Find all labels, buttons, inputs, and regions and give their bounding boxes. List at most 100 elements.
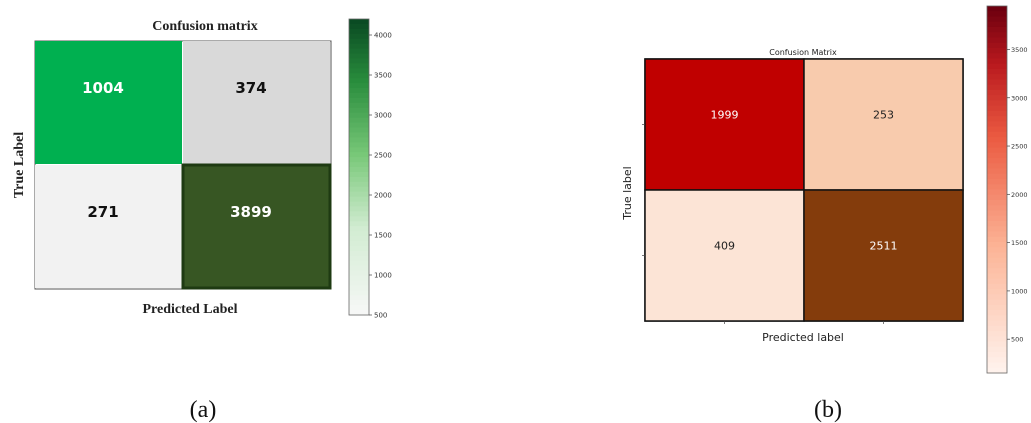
panel-a-cell: [183, 165, 330, 288]
panel-b-colorbar-segment: [987, 226, 1007, 233]
panel-b-colorbar-segment: [987, 89, 1007, 96]
panel-a-colorbar-tick-label: 2000: [374, 192, 392, 200]
panel-b-colorbar-segment: [987, 158, 1007, 164]
panel-a-colorbar-segment: [349, 206, 369, 212]
panel-a-xlabel: Predicted Label: [142, 302, 237, 317]
panel-a-colorbar-segment: [349, 300, 369, 306]
panel-b-colorbar-tick-label: 1500: [1011, 239, 1028, 247]
panel-a-colorbar-segment: [349, 305, 369, 311]
panel-a-colorbar-segment: [349, 142, 369, 148]
panel-a-colorbar-segment: [349, 88, 369, 94]
panel-b-colorbar-segment: [987, 310, 1007, 316]
panel-b-colorbar-tick-label: 3000: [1011, 94, 1028, 102]
panel-b-colorbar-segment: [987, 110, 1007, 117]
panel-a-colorbar-segment: [349, 157, 369, 163]
panel-b-colorbar-segment: [987, 205, 1007, 212]
panel-a-colorbar-segment: [349, 191, 369, 198]
panel-a-colorbar-segment: [349, 132, 369, 138]
panel-b-colorbar-segment: [987, 142, 1007, 149]
panel-a-colorbar-segment: [349, 152, 369, 158]
panel-b-colorbar-segment: [987, 163, 1007, 170]
panel-a-ylabel: True Label: [12, 132, 27, 198]
panel-a-cell-border: [181, 163, 332, 290]
panel-a-colorbar-segment: [349, 147, 369, 153]
panel-a-colorbar-segment: [349, 290, 369, 296]
panel-a: Confusion matrix 1004 374 271 3899 Predicte…: [12, 18, 392, 423]
panel-b: Confusion Matrix 1999 253 409 2511 Predicte…: [621, 5, 1028, 423]
panel-a-colorbar-segment: [349, 280, 369, 286]
panel-a-colorbar-segment: [349, 78, 369, 84]
panel-a-cell: [183, 41, 330, 164]
panel-b-colorbar-segment: [987, 84, 1007, 91]
panel-a-colorbar-segment: [349, 226, 369, 232]
panel-b-colorbar: 500 1000 1500 2000 2500 3000 3500: [986, 5, 1028, 374]
panel-a-cells: 1004 374 271 3899: [34, 40, 332, 290]
panel-b-colorbar-tick-label: 2000: [1011, 191, 1028, 199]
panel-a-colorbar-segment: [349, 171, 369, 178]
panel-a-colorbar-segment: [349, 162, 369, 168]
panel-a-colorbar-segment: [349, 117, 369, 124]
panel-b-colorbar-frame: [986, 5, 1008, 374]
panel-a-colorbar-segment: [349, 201, 369, 208]
panel-b-colorbar-tick-label: 3500: [1011, 46, 1028, 54]
panel-b-cell: [644, 189, 805, 322]
panel-a-colorbar-tick-label: 2500: [374, 152, 392, 160]
panel-a-colorbar-segment: [349, 231, 369, 237]
panel-b-colorbar-segment: [987, 21, 1007, 28]
panel-b-colorbar-segment: [987, 268, 1007, 274]
panel-a-colorbar-segment: [349, 295, 369, 301]
panel-b-title: Confusion Matrix: [769, 48, 837, 57]
panel-b-colorbar-segment: [987, 367, 1007, 374]
panel-b-colorbar-segment: [987, 215, 1007, 222]
panel-a-colorbar-segment: [349, 167, 369, 173]
panel-a-colorbar-segment: [349, 107, 369, 114]
panel-b-colorbar-segment: [987, 289, 1007, 295]
panel-b-colorbar-segment: [987, 53, 1007, 60]
panel-a-colorbar-segment: [349, 43, 369, 50]
panel-b-colorbar-segment: [987, 283, 1007, 290]
panel-a-caption: (a): [190, 397, 217, 423]
panel-b-colorbar-segment: [987, 79, 1007, 86]
panel-b-colorbar-segment: [987, 95, 1007, 101]
panel-b-colorbar-segment: [987, 68, 1007, 75]
panel-b-colorbar-segment: [987, 257, 1007, 264]
panel-a-colorbar-segment: [349, 186, 369, 193]
panel-b-caption: (b): [814, 397, 842, 423]
panel-a-colorbar-segment: [349, 310, 369, 316]
panel-a-cell: [35, 41, 182, 164]
panel-b-colorbar-segment: [987, 315, 1007, 322]
panel-a-colorbar-segment: [349, 38, 369, 45]
panel-a-title: Confusion matrix: [152, 19, 257, 34]
panel-a-colorbar-tick-label: 3000: [374, 112, 392, 120]
panel-b-colorbar-segment: [987, 210, 1007, 217]
panel-a-colorbar-segment: [349, 33, 369, 40]
panel-b-colorbar-segment: [987, 63, 1007, 70]
panel-b-colorbar-segment: [987, 336, 1007, 343]
panel-a-colorbar-segment: [349, 93, 369, 99]
panel-a-colorbar-segment: [349, 73, 369, 79]
panel-b-colorbar-segment: [987, 37, 1007, 44]
panel-a-colorbar-segment: [349, 63, 369, 69]
panel-a-cell: [35, 165, 182, 288]
panel-b-colorbar-segment: [987, 247, 1007, 254]
panel-a-colorbar-segment: [349, 137, 369, 143]
panel-a-colorbar-segment: [349, 245, 369, 252]
panel-a-colorbar-tick-label: 1000: [374, 272, 392, 280]
panel-b-colorbar-segment: [987, 189, 1007, 196]
panel-b-colorbar-segment: [987, 252, 1007, 259]
panel-b-colorbar-segment: [987, 11, 1007, 18]
panel-a-cell-value: 271: [87, 203, 118, 221]
panel-b-cell-value: 253: [873, 109, 894, 122]
panel-b-colorbar-segment: [987, 236, 1007, 243]
panel-b-colorbar-segment: [987, 47, 1007, 54]
panel-a-cell-value: 374: [235, 79, 266, 97]
panel-a-colorbar-tick-label: 1500: [374, 232, 392, 240]
panel-a-colorbar-segment: [349, 28, 369, 35]
panel-a-colorbar-frame: [348, 18, 370, 316]
panel-a-colorbar-segment: [349, 97, 369, 104]
panel-a-colorbar-segment: [349, 112, 369, 119]
panel-b-colorbar-segment: [987, 341, 1007, 348]
panel-a-colorbar-segment: [349, 176, 369, 183]
panel-b-colorbar-segment: [987, 105, 1007, 112]
